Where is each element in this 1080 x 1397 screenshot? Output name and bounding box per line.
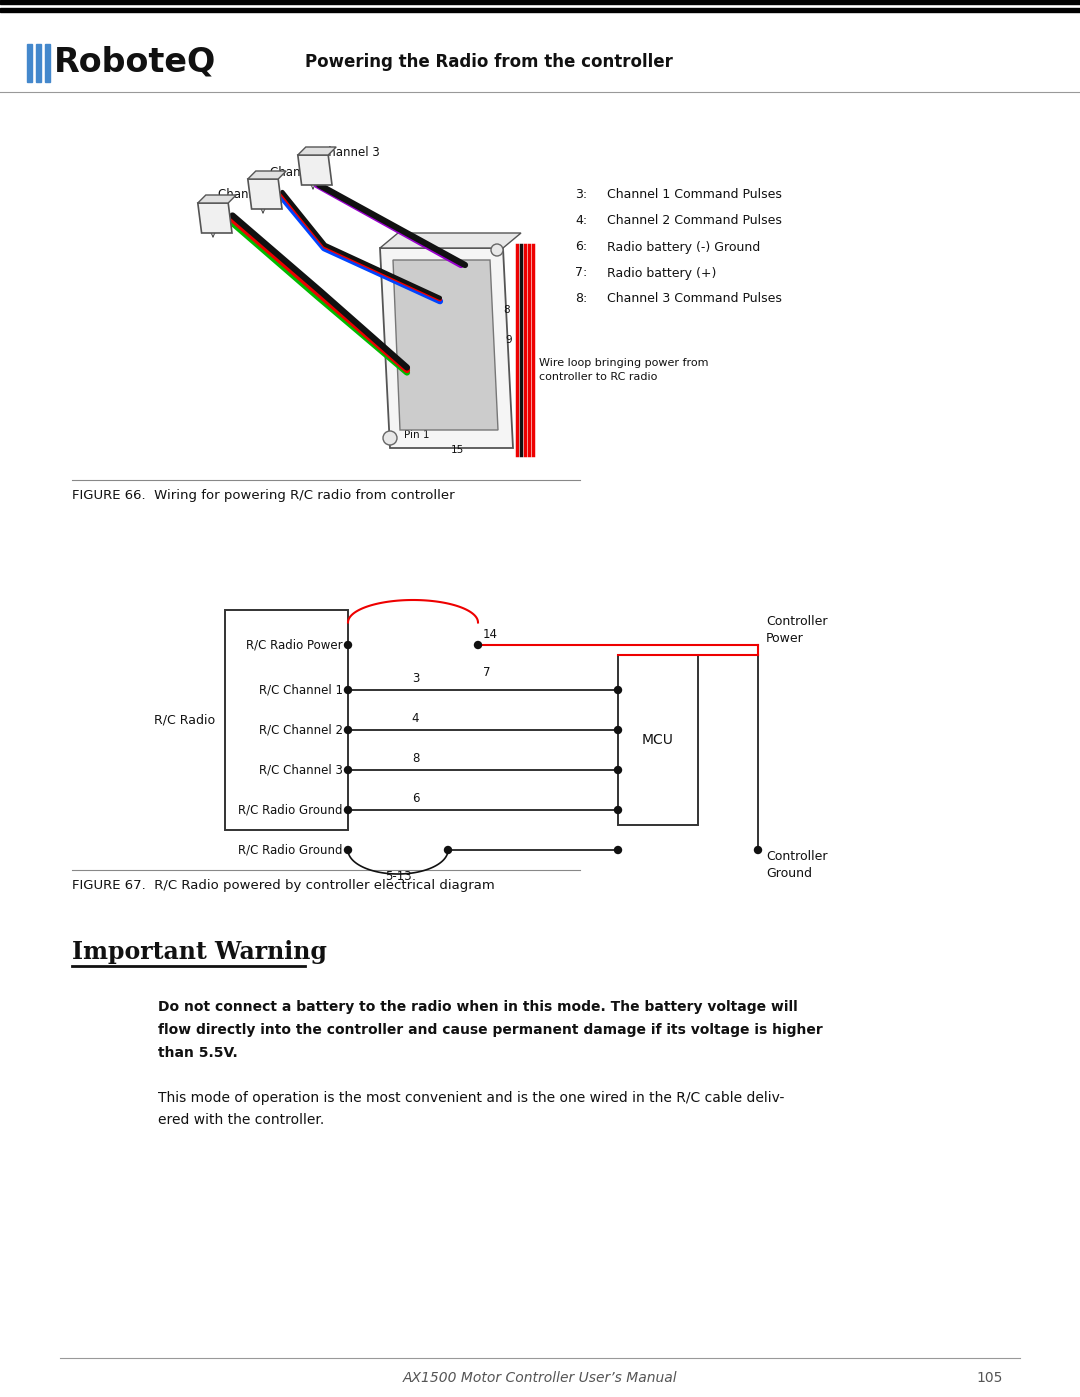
Polygon shape	[380, 233, 521, 249]
Text: 8: 8	[411, 753, 419, 766]
Bar	[45, 43, 50, 82]
Text: than 5.5V.: than 5.5V.	[158, 1046, 238, 1060]
Text: Controller
Ground: Controller Ground	[766, 849, 827, 880]
Bar	[618, 655, 698, 826]
Text: MCU: MCU	[643, 733, 674, 747]
Text: Radio battery (-) Ground: Radio battery (-) Ground	[607, 240, 760, 253]
Polygon shape	[298, 155, 332, 184]
Circle shape	[345, 806, 351, 813]
Text: 7: 7	[483, 666, 490, 679]
Text: 3:: 3:	[575, 189, 588, 201]
Text: AX1500 Motor Controller User’s Manual: AX1500 Motor Controller User’s Manual	[403, 1370, 677, 1384]
Text: 7:: 7:	[575, 267, 588, 279]
Text: Powering the Radio from the controller: Powering the Radio from the controller	[305, 53, 673, 71]
Text: Channel 2: Channel 2	[270, 166, 329, 179]
Text: R/C Channel 3: R/C Channel 3	[259, 764, 343, 777]
Bar	[27, 43, 32, 82]
Circle shape	[445, 847, 451, 854]
Text: Channel 3: Channel 3	[320, 145, 380, 158]
Text: R/C Channel 1: R/C Channel 1	[259, 683, 343, 697]
Text: Controller
Power: Controller Power	[766, 615, 827, 645]
Text: Radio battery (+): Radio battery (+)	[607, 267, 716, 279]
Text: FIGURE 66.  Wiring for powering R/C radio from controller: FIGURE 66. Wiring for powering R/C radio…	[72, 489, 455, 502]
Circle shape	[383, 432, 397, 446]
Circle shape	[615, 767, 621, 774]
Text: 4:: 4:	[575, 215, 588, 228]
Text: 8:: 8:	[575, 292, 588, 306]
Polygon shape	[247, 170, 286, 179]
Text: 15: 15	[450, 446, 463, 455]
Text: 105: 105	[976, 1370, 1003, 1384]
Circle shape	[345, 847, 351, 854]
Text: R/C Channel 2: R/C Channel 2	[259, 724, 343, 736]
Text: RoboteQ: RoboteQ	[54, 46, 216, 78]
Text: R/C Radio Ground: R/C Radio Ground	[239, 803, 343, 816]
Bar	[0, 0, 1080, 4]
Text: R/C Radio Ground: R/C Radio Ground	[239, 844, 343, 856]
Polygon shape	[198, 196, 237, 203]
Text: FIGURE 67.  R/C Radio powered by controller electrical diagram: FIGURE 67. R/C Radio powered by controll…	[72, 879, 495, 891]
Polygon shape	[298, 147, 336, 155]
Circle shape	[491, 244, 503, 256]
Circle shape	[615, 726, 621, 733]
Text: 4: 4	[411, 712, 419, 725]
Bar	[225, 610, 348, 830]
Polygon shape	[380, 249, 513, 448]
Text: Channel 2 Command Pulses: Channel 2 Command Pulses	[607, 215, 782, 228]
Polygon shape	[198, 203, 232, 233]
Circle shape	[615, 847, 621, 854]
Text: Important Warning: Important Warning	[72, 940, 327, 964]
Circle shape	[345, 686, 351, 693]
Text: Pin 1: Pin 1	[404, 430, 430, 440]
Text: 14: 14	[483, 629, 498, 641]
Circle shape	[474, 641, 482, 648]
Text: Do not connect a battery to the radio when in this mode. The battery voltage wil: Do not connect a battery to the radio wh…	[158, 1000, 798, 1014]
Text: 5-13: 5-13	[384, 869, 411, 883]
Circle shape	[615, 806, 621, 813]
Bar	[36, 43, 41, 82]
Text: 8: 8	[503, 305, 511, 314]
Bar	[0, 8, 1080, 13]
Text: flow directly into the controller and cause permanent damage if its voltage is h: flow directly into the controller and ca…	[158, 1023, 823, 1037]
Polygon shape	[247, 179, 282, 210]
Circle shape	[615, 686, 621, 693]
Circle shape	[345, 726, 351, 733]
Text: Wire loop bringing power from
controller to RC radio: Wire loop bringing power from controller…	[539, 358, 708, 381]
Text: Channel 3 Command Pulses: Channel 3 Command Pulses	[607, 292, 782, 306]
Text: R/C Radio Power: R/C Radio Power	[246, 638, 343, 651]
Text: This mode of operation is the most convenient and is the one wired in the R/C ca: This mode of operation is the most conve…	[158, 1091, 784, 1105]
Text: 6: 6	[411, 792, 419, 806]
Text: 6:: 6:	[575, 240, 588, 253]
Text: 3: 3	[411, 672, 419, 686]
Text: Channel 1: Channel 1	[218, 189, 278, 201]
Text: R/C Radio: R/C Radio	[153, 714, 215, 726]
Circle shape	[345, 767, 351, 774]
Text: 9: 9	[505, 335, 512, 345]
Circle shape	[755, 847, 761, 854]
Text: Channel 1 Command Pulses: Channel 1 Command Pulses	[607, 189, 782, 201]
Circle shape	[345, 641, 351, 648]
Polygon shape	[393, 260, 498, 430]
Text: ered with the controller.: ered with the controller.	[158, 1113, 324, 1127]
